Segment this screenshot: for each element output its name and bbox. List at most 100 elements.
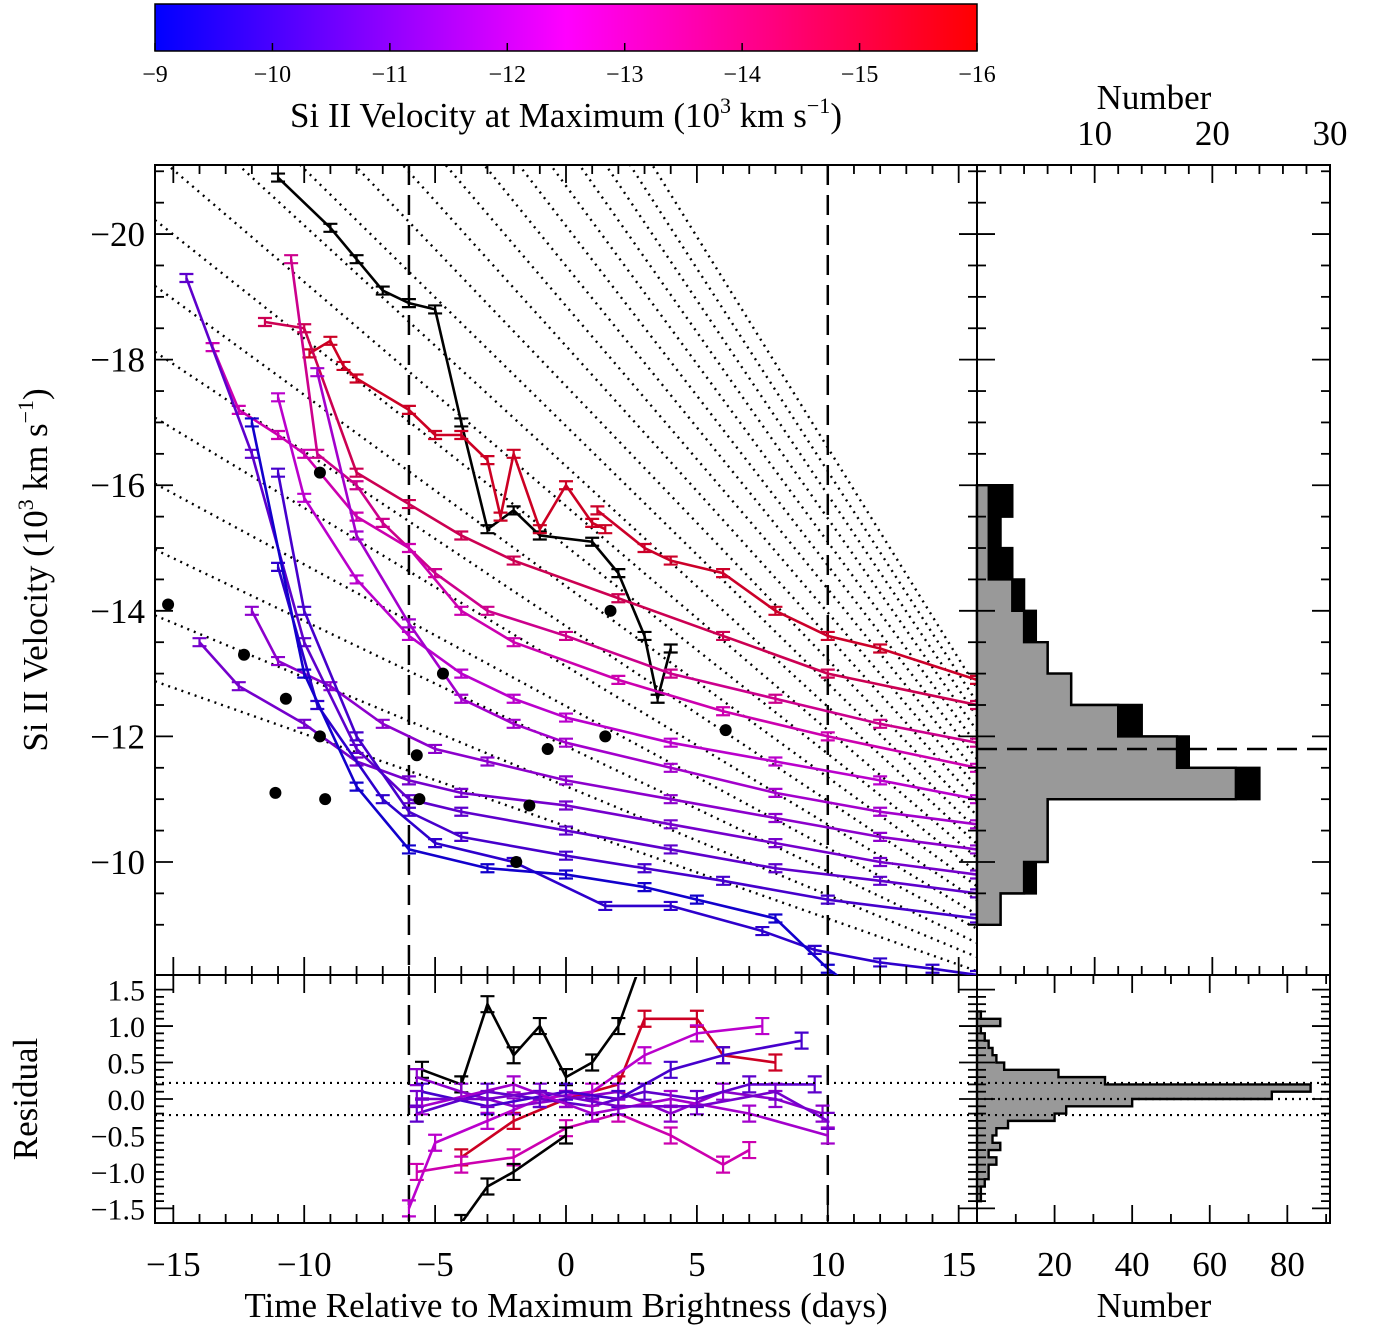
velocity-point xyxy=(768,812,783,824)
max-marker xyxy=(238,648,251,661)
y-tick-label: −18 xyxy=(90,341,145,380)
velocity-point xyxy=(820,630,835,642)
velocity-point xyxy=(375,285,390,296)
velocity-point xyxy=(401,404,416,415)
velocity-point xyxy=(970,699,977,711)
velocity-point xyxy=(873,806,888,817)
residual-point xyxy=(689,1024,704,1043)
model-line xyxy=(604,165,977,718)
residual-point xyxy=(716,1155,731,1174)
velocity-point xyxy=(271,392,286,403)
velocity-point xyxy=(428,304,443,315)
residual-point xyxy=(480,995,495,1014)
x-tick-label: −15 xyxy=(146,1245,201,1284)
velocity-point xyxy=(257,316,272,328)
velocity-point xyxy=(970,794,977,805)
velocity-point xyxy=(650,693,665,704)
velocity-point xyxy=(401,618,416,629)
velocity-point xyxy=(310,367,325,378)
model-line xyxy=(298,165,977,831)
velocity-point xyxy=(349,480,364,491)
velocity-point xyxy=(244,417,259,428)
velocity-point xyxy=(970,869,977,880)
velocity-point xyxy=(970,737,977,748)
residual-histogram-gray xyxy=(975,1010,1312,1203)
residual-point xyxy=(716,1046,731,1065)
velocity-point xyxy=(297,668,312,679)
residual-series-line xyxy=(460,1017,776,1159)
velocity-point xyxy=(663,844,678,855)
velocity-point xyxy=(428,743,443,755)
residual-point xyxy=(428,1133,443,1152)
x-tick-label: 5 xyxy=(688,1245,706,1284)
velocity-point xyxy=(663,643,678,654)
velocity-point xyxy=(506,637,521,648)
velocity-point xyxy=(598,524,613,535)
velocity-point xyxy=(807,944,822,955)
colorbar-tick-label: −10 xyxy=(254,62,292,88)
residual-point xyxy=(506,1162,521,1182)
axis-ticks: −15 −10 −5 0 5 10 15 −20 −18 −16 −14 −12 −10 1.51.0 0.… xyxy=(90,114,1347,1284)
residual-point xyxy=(755,1016,770,1036)
velocity-point xyxy=(637,881,652,893)
velocity-point xyxy=(454,429,469,441)
res-y-tick-label: 0.5 xyxy=(108,1048,146,1081)
velocity-point xyxy=(323,335,338,346)
residual-point xyxy=(637,1046,652,1065)
hist-top-tick-label: 20 xyxy=(1195,114,1230,153)
velocity-point xyxy=(970,819,977,830)
residual-point xyxy=(506,1046,521,1065)
velocity-point xyxy=(375,517,390,529)
residual-point xyxy=(585,1053,600,1072)
velocity-point xyxy=(873,875,888,886)
velocity-point xyxy=(559,825,573,836)
max-marker xyxy=(719,724,732,737)
velocity-point xyxy=(873,643,888,654)
velocity-point xyxy=(532,524,547,535)
velocity-point xyxy=(663,794,678,805)
velocity-point xyxy=(873,856,888,868)
velocity-series-line xyxy=(277,176,672,701)
model-line xyxy=(236,165,977,845)
velocity-point xyxy=(663,737,678,748)
residual-point xyxy=(794,1031,809,1050)
velocity-point xyxy=(480,756,495,767)
velocity-point xyxy=(506,555,521,566)
velocity-point xyxy=(768,693,783,704)
velocity-point xyxy=(244,605,259,616)
colorbar-tick-label: −15 xyxy=(841,62,879,88)
velocity-point xyxy=(637,630,652,642)
velocity-point xyxy=(873,775,888,786)
velocity-point xyxy=(559,480,573,491)
residual-point xyxy=(663,1060,678,1079)
colorbar-tick-label: −11 xyxy=(372,62,409,88)
model-line xyxy=(482,165,977,774)
max-marker xyxy=(510,855,523,868)
residual-series-line xyxy=(461,1134,567,1221)
velocity-point xyxy=(755,925,770,937)
velocity-point xyxy=(768,863,783,874)
colorbar-tick-label: −12 xyxy=(489,62,527,88)
colorbar-gradient xyxy=(154,3,978,52)
velocity-point xyxy=(428,838,443,849)
velocity-point xyxy=(820,668,835,679)
res-y-tick-label: −1.0 xyxy=(91,1157,145,1190)
velocity-point xyxy=(768,756,783,767)
hist-bottom-tick-label: 40 xyxy=(1115,1245,1150,1284)
x-tick-label: −5 xyxy=(416,1245,453,1284)
residual-point xyxy=(768,1082,783,1101)
model-line xyxy=(401,165,977,803)
model-line xyxy=(517,165,977,760)
velocity-point xyxy=(820,731,835,742)
velocity-point xyxy=(559,712,573,723)
velocity-series-line xyxy=(596,509,977,682)
velocity-series-line xyxy=(308,339,606,531)
max-marker xyxy=(162,598,175,611)
residual-point xyxy=(532,1082,547,1101)
velocity-point xyxy=(559,630,573,642)
velocity-point xyxy=(375,718,390,729)
velocity-point xyxy=(637,542,652,554)
velocity-point xyxy=(231,681,246,692)
velocity-point xyxy=(873,718,888,729)
velocity-point xyxy=(611,568,626,579)
